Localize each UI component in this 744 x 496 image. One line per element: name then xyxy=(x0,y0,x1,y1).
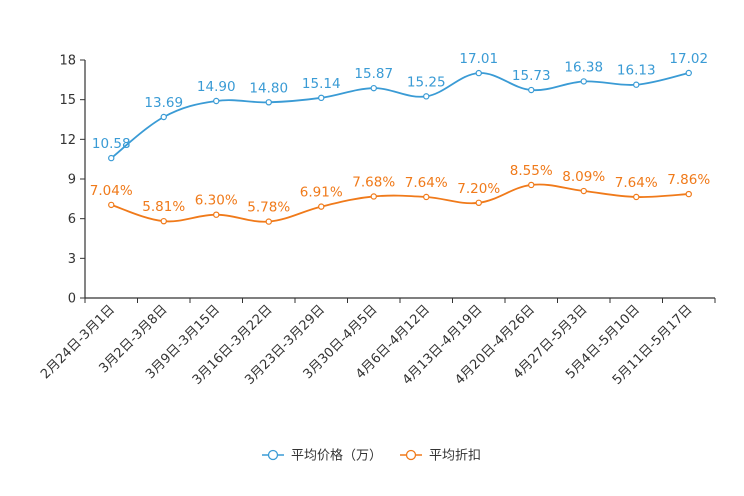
data-point-1 xyxy=(265,218,272,225)
data-point-0 xyxy=(318,94,325,102)
data-label-1: 7.20% xyxy=(457,181,500,197)
data-label-0: 17.02 xyxy=(669,51,708,67)
data-point-0 xyxy=(475,69,482,77)
data-labels: 10.58 13.69 14.90 14.80 15.14 15.87 15.25 17.01… xyxy=(90,51,711,216)
data-point-0 xyxy=(423,93,430,100)
data-point-1 xyxy=(108,201,115,209)
series-line-0 xyxy=(110,72,689,159)
data-point-1 xyxy=(160,217,167,225)
data-label-1: 7.64% xyxy=(615,175,658,191)
data-label-0: 16.38 xyxy=(564,59,603,75)
data-point-1 xyxy=(213,211,220,218)
y-tick-label: 9 xyxy=(68,173,76,188)
data-label-0: 15.14 xyxy=(302,76,341,92)
data-point-1 xyxy=(528,181,535,189)
data-label-0: 17.01 xyxy=(459,51,498,67)
y-tick-label: 0 xyxy=(68,292,76,307)
y-tick-label: 15 xyxy=(59,93,76,108)
data-point-1 xyxy=(580,187,587,195)
data-point-1 xyxy=(318,203,325,210)
data-point-1 xyxy=(475,199,482,206)
y-tick-label: 6 xyxy=(68,212,76,227)
data-point-1 xyxy=(685,190,692,198)
data-point-0 xyxy=(108,154,115,162)
legend-marker-1 xyxy=(405,449,417,461)
data-label-0: 13.69 xyxy=(144,95,183,111)
axes: 03691215182月24日-3月1日3月2日-3月8日3月9日-3月15日3… xyxy=(38,54,716,388)
data-point-0 xyxy=(370,84,377,92)
series-line-1 xyxy=(110,183,689,223)
data-point-0 xyxy=(265,99,272,106)
y-tick-label: 3 xyxy=(68,252,76,267)
data-point-1 xyxy=(633,193,640,201)
data-label-0: 15.25 xyxy=(407,74,446,90)
data-label-1: 7.68% xyxy=(352,174,395,190)
data-point-0 xyxy=(633,81,640,88)
legend-label-0: 平均价格（万） xyxy=(291,448,382,464)
data-label-1: 6.30% xyxy=(195,193,238,209)
data-point-0 xyxy=(528,86,535,94)
data-point-0 xyxy=(580,78,587,85)
legend-marker-0 xyxy=(267,449,279,461)
data-label-0: 15.73 xyxy=(512,68,551,84)
data-label-0: 15.87 xyxy=(354,66,393,82)
data-label-1: 7.04% xyxy=(90,183,133,199)
data-label-1: 5.78% xyxy=(247,200,290,216)
legend: 平均价格（万） 平均折扣 xyxy=(262,448,481,464)
data-point-1 xyxy=(370,193,377,200)
y-tick-label: 12 xyxy=(59,133,76,148)
data-label-1: 6.91% xyxy=(300,185,343,201)
data-label-0: 14.90 xyxy=(197,79,236,95)
data-label-1: 7.64% xyxy=(405,175,448,191)
data-label-1: 8.09% xyxy=(562,169,605,185)
data-point-0 xyxy=(685,69,692,77)
data-label-0: 10.58 xyxy=(92,136,131,152)
data-point-0 xyxy=(213,97,220,105)
data-point-0 xyxy=(160,113,167,121)
data-label-0: 16.13 xyxy=(617,63,656,79)
data-label-1: 8.55% xyxy=(510,163,553,179)
y-tick-label: 18 xyxy=(59,54,76,69)
data-point-1 xyxy=(423,193,430,201)
data-label-0: 14.80 xyxy=(249,80,288,96)
data-label-1: 7.86% xyxy=(667,172,710,188)
data-label-1: 5.81% xyxy=(142,199,185,215)
legend-label-1: 平均折扣 xyxy=(429,449,481,464)
series-lines xyxy=(108,69,692,225)
